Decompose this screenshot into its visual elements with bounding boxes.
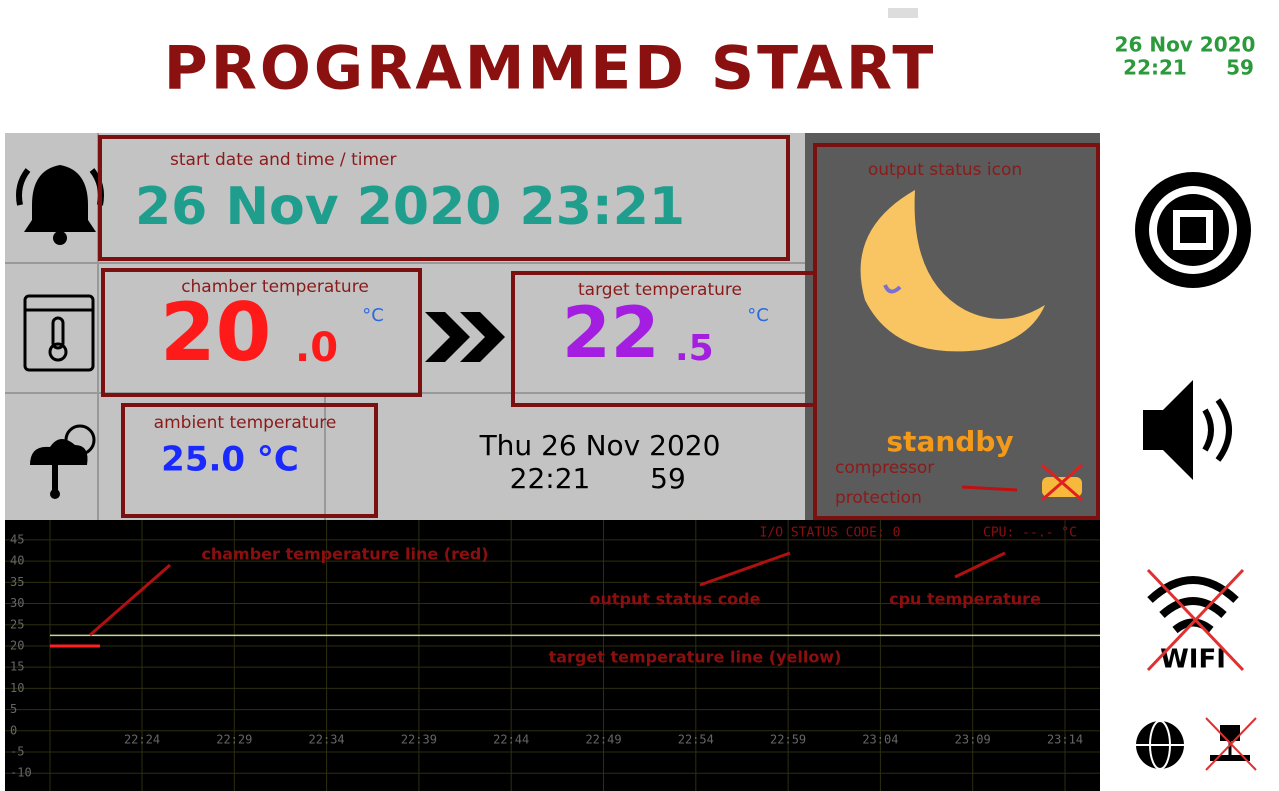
clock-date: 26 Nov 2020 [1115, 33, 1256, 57]
y-tick-label: 40 [10, 554, 24, 568]
annotation: chamber temperature line (red) [201, 545, 488, 564]
screen: PROGRAMMED START 26 Nov 2020 22:21 59 st… [0, 0, 1279, 791]
annotation: cpu temperature [889, 590, 1041, 609]
seconds: 59 [650, 462, 686, 495]
y-tick-label: 30 [10, 596, 24, 610]
x-tick-label: 23:14 [1047, 733, 1083, 747]
y-tick-label: 15 [10, 660, 24, 674]
cpu-temp: CPU: --.- °C [983, 526, 1077, 541]
x-tick-label: 22:54 [678, 733, 714, 747]
y-tick-label: 25 [10, 617, 24, 631]
x-tick-label: 22:34 [309, 733, 345, 747]
x-tick-label: 23:09 [955, 733, 991, 747]
x-tick-label: 22:29 [216, 733, 252, 747]
x-tick-label: 22:39 [401, 733, 437, 747]
y-tick-label: 45 [10, 532, 24, 546]
chamber-unit: °C [362, 305, 384, 326]
y-tick-label: 5 [10, 702, 17, 716]
note-line1: compressor [835, 458, 934, 478]
start-label: start date and time / timer [170, 150, 396, 170]
x-tick-label: 23:04 [862, 733, 898, 747]
annotation: output status code [590, 590, 761, 609]
status-code: I/O STATUS CODE: 0 [760, 526, 901, 541]
date: Thu 26 Nov 2020 [479, 429, 721, 462]
y-tick-label: -10 [10, 766, 32, 780]
chamber-decimal: .0 [295, 325, 338, 371]
target-integer: 22 [562, 292, 659, 374]
internet-icon [1136, 721, 1184, 769]
title: PROGRAMMED START [164, 34, 937, 104]
target-decimal: .5 [675, 328, 714, 369]
clock-time: 22:21 [1123, 56, 1187, 80]
x-tick-label: 22:24 [124, 733, 160, 747]
x-tick-label: 22:59 [770, 733, 806, 747]
status: standby [886, 425, 1013, 458]
note-line2: protection [835, 488, 922, 508]
sound-button[interactable] [1143, 380, 1229, 480]
annotation: target temperature line (yellow) [549, 648, 842, 667]
y-tick-label: 20 [10, 638, 24, 652]
chamber-integer: 20 [160, 286, 271, 379]
y-tick-label: 10 [10, 681, 24, 695]
output-label: output status icon [868, 160, 1022, 180]
y-tick-label: -5 [10, 744, 24, 758]
clock-seconds: 59 [1226, 56, 1254, 80]
y-tick-label: 35 [10, 575, 24, 589]
start-value: 26 Nov 2020 23:21 [135, 177, 685, 237]
ambient-value: 25.0 °C [161, 440, 299, 480]
network-icon [1206, 718, 1256, 770]
time: 22:21 [510, 462, 591, 495]
x-tick-label: 22:49 [585, 733, 621, 747]
x-tick-label: 22:44 [493, 733, 529, 747]
wifi-icon: WIFI [1148, 570, 1243, 675]
target-unit: °C [747, 305, 769, 326]
y-tick-label: 0 [10, 723, 17, 737]
indicator [888, 8, 918, 18]
ambient-label: ambient temperature [154, 413, 337, 433]
stop-button[interactable] [1135, 172, 1251, 288]
